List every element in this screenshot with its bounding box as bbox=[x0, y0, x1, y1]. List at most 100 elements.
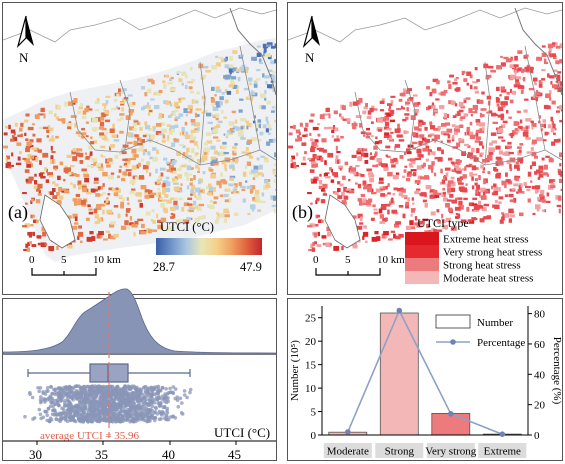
map-a-pixel bbox=[127, 202, 130, 205]
map-a-pixel bbox=[191, 123, 197, 126]
jitter-point bbox=[178, 396, 183, 401]
map-b-pixel bbox=[315, 224, 319, 227]
jitter-point bbox=[166, 417, 171, 422]
map-b-pixel bbox=[322, 113, 329, 116]
map-b-pixel bbox=[323, 126, 329, 130]
jitter-point bbox=[145, 388, 149, 393]
map-b-pixel bbox=[471, 217, 477, 221]
map-a-pixel bbox=[46, 129, 50, 133]
map-b-pixel bbox=[497, 106, 504, 111]
map-b-pixel bbox=[552, 42, 556, 45]
map-a-pixel bbox=[71, 100, 75, 103]
map-a-pixel bbox=[203, 100, 206, 106]
map-b-pixel bbox=[411, 226, 416, 230]
map-a-pixel bbox=[76, 152, 80, 157]
map-b-pixel bbox=[541, 167, 544, 172]
map-b-pixel bbox=[439, 105, 445, 110]
map-a-pixel bbox=[139, 137, 142, 143]
jitter-point bbox=[48, 404, 53, 409]
map-b-pixel bbox=[499, 126, 503, 129]
map-b-pixel bbox=[504, 213, 510, 218]
jitter-point bbox=[57, 411, 62, 416]
map-a-pixel bbox=[123, 162, 128, 166]
map-b-pixel bbox=[332, 172, 338, 176]
map-b-pixel bbox=[371, 236, 378, 242]
map-b-pixel bbox=[296, 152, 299, 157]
map-b-pixel bbox=[406, 88, 412, 92]
map-a-pixel bbox=[156, 123, 162, 127]
map-a-pixel bbox=[24, 119, 29, 123]
map-b-pixel bbox=[452, 81, 458, 85]
map-a-pixel bbox=[178, 197, 183, 201]
map-b-pixel bbox=[538, 115, 541, 119]
map-b-pixel bbox=[543, 61, 549, 64]
map-a-pixel bbox=[99, 203, 106, 207]
map-a-pixel bbox=[58, 186, 62, 192]
map-b-pixel bbox=[386, 127, 392, 131]
map-a-pixel bbox=[128, 208, 131, 211]
bar-chart: Moderate Strong Very strong Extreme05101520… bbox=[289, 306, 563, 458]
jitter-point bbox=[168, 386, 172, 391]
map-a-pixel bbox=[252, 197, 257, 201]
map-b-pixel bbox=[493, 186, 498, 192]
map-a-pixel bbox=[216, 216, 220, 221]
jitter-point bbox=[171, 385, 176, 389]
jitter-point bbox=[133, 408, 137, 412]
map-b-pixel bbox=[369, 107, 374, 113]
map-a-pixel bbox=[85, 156, 90, 160]
map-b-pixel bbox=[384, 132, 390, 137]
map-a-pixel bbox=[189, 67, 193, 71]
map-b-pixel bbox=[362, 235, 365, 240]
map-b-pixel bbox=[351, 154, 357, 158]
jitter-point bbox=[129, 418, 134, 423]
map-a-pixel bbox=[68, 121, 72, 125]
map-a-pixel bbox=[106, 209, 113, 214]
jitter-point bbox=[157, 417, 162, 422]
map-b-pixel bbox=[507, 141, 512, 145]
map-a-pixel bbox=[246, 185, 252, 190]
map-a-pixel bbox=[180, 183, 183, 186]
jitter-point bbox=[65, 419, 70, 424]
map-b-pixel bbox=[374, 231, 379, 235]
map-a-pixel bbox=[7, 156, 10, 160]
map-a-pixel bbox=[178, 78, 183, 82]
map-a-pixel bbox=[10, 129, 16, 134]
map-a-pixel bbox=[252, 177, 256, 180]
map-b-pixel bbox=[514, 55, 518, 61]
map-b-pixel bbox=[359, 222, 364, 225]
map-b-pixel bbox=[479, 218, 485, 223]
map-b-pixel bbox=[302, 156, 306, 161]
map-b-pixel bbox=[481, 91, 485, 95]
map-a-pixel bbox=[73, 200, 78, 206]
jitter-point bbox=[82, 412, 86, 417]
map-a-pixel bbox=[230, 177, 234, 181]
map-a-pixel bbox=[229, 55, 233, 61]
map-b-pixel bbox=[311, 247, 316, 252]
percentage-point bbox=[448, 411, 454, 417]
map-a-pixel bbox=[213, 187, 216, 192]
map-a-pixel bbox=[135, 192, 141, 197]
panel-a-bay bbox=[39, 194, 76, 249]
map-a-pixel bbox=[151, 80, 155, 85]
map-a-pixel bbox=[34, 114, 40, 119]
map-b-pixel bbox=[378, 181, 384, 184]
legend-number-swatch bbox=[435, 314, 471, 329]
map-b-pixel bbox=[362, 202, 367, 206]
map-b-pixel bbox=[549, 157, 553, 160]
map-a-pixel bbox=[264, 75, 270, 79]
map-a-pixel bbox=[105, 158, 110, 164]
map-b-pixel bbox=[398, 233, 404, 238]
panel-b-bay bbox=[324, 194, 361, 249]
map-b-pixel bbox=[319, 180, 323, 185]
jitter-point bbox=[137, 390, 141, 395]
map-a-pixel bbox=[48, 246, 55, 251]
map-a-pixel bbox=[99, 121, 105, 127]
jitter-point bbox=[145, 417, 150, 421]
map-b-pixel bbox=[388, 238, 393, 241]
map-a-pixel bbox=[249, 83, 252, 86]
map-a-pixel bbox=[141, 86, 145, 90]
map-a-pixel bbox=[139, 175, 144, 180]
map-b-pixel bbox=[386, 136, 393, 140]
map-a-pixel bbox=[120, 203, 124, 209]
map-a-pixel bbox=[165, 161, 170, 164]
